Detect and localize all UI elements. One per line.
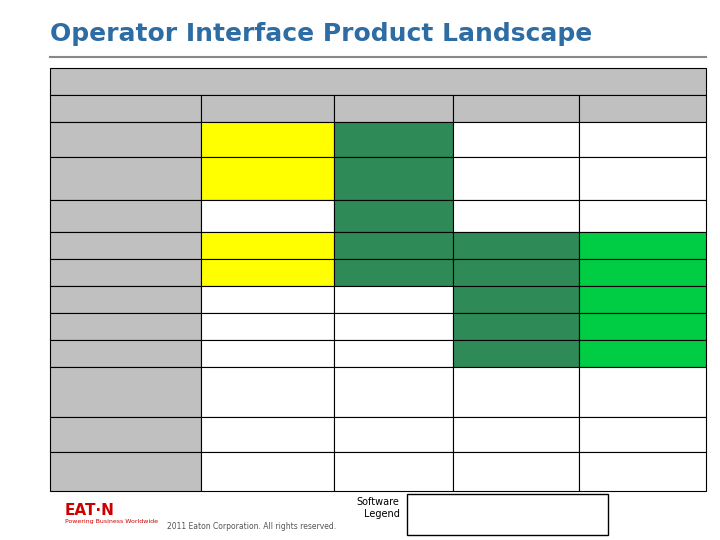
Text: Legend: Legend [364, 509, 400, 519]
Text: 6" Touchscreen: 6" Touchscreen [89, 174, 163, 184]
Text: Performance OEM: Performance OEM [472, 467, 560, 477]
Text: Color TFT: Color TFT [620, 321, 665, 331]
Text: Color TFT: Color TFT [371, 211, 416, 221]
Text: 2011 Eaton Corporation. All rights reserved.: 2011 Eaton Corporation. All rights reser… [168, 522, 336, 531]
Text: 8" Touchscreen: 8" Touchscreen [89, 240, 163, 250]
Text: Resistive Touch: Resistive Touch [605, 387, 680, 397]
Text: Target Application: Target Application [81, 467, 170, 477]
Text: Rugged OEM or
Industrial User: Rugged OEM or Industrial User [605, 461, 680, 482]
Text: Color TFT: Color TFT [371, 267, 416, 277]
Text: Blind Node (no display): Blind Node (no display) [68, 348, 182, 358]
Text: Canvas or Visual Designer: Canvas or Visual Designer [414, 521, 558, 531]
Text: Color TFT: Color TFT [493, 294, 539, 304]
Text: Color STN, Blue Mode,
Grey Scale
Color TFT: Color STN, Blue Mode, Grey Scale Color T… [213, 162, 321, 195]
Text: Infrared with Safety
Glass for rugged
applications: Infrared with Safety Glass for rugged ap… [468, 375, 564, 408]
Text: XV: XV [386, 103, 401, 113]
Text: Color TFT: Color TFT [244, 240, 290, 250]
Text: Operating System: Operating System [81, 429, 170, 439]
Text: Powering Business Worldwide: Powering Business Worldwide [65, 518, 158, 524]
Text: Color TFT: Color TFT [371, 174, 416, 184]
Text: Eaton OI Family Comparison: Eaton OI Family Comparison [279, 75, 477, 87]
Text: Operator Interface Product Landscape: Operator Interface Product Landscape [50, 22, 593, 45]
Text: Color TFT: Color TFT [493, 267, 539, 277]
Text: Touchscreen Technology: Touchscreen Technology [66, 387, 185, 397]
Text: HMi Soft: HMi Soft [414, 497, 462, 507]
Text: 15" Touchscreen: 15" Touchscreen [85, 321, 166, 331]
Text: Software: Software [356, 497, 400, 507]
Text: EAT·N: EAT·N [65, 503, 114, 518]
Text: Proprietary: Proprietary [240, 429, 294, 439]
Text: Color TFT: Color TFT [493, 321, 539, 331]
Text: Resistive Touch: Resistive Touch [356, 387, 431, 397]
Text: 10" Touchscreen: 10" Touchscreen [85, 267, 166, 277]
Text: XP: XP [509, 103, 523, 113]
Text: Color TFT: Color TFT [620, 267, 665, 277]
Text: Visual Designer: Visual Designer [414, 509, 500, 519]
Text: 7" Touchscreen
(widescreen): 7" Touchscreen (widescreen) [89, 205, 163, 227]
Text: HMi: HMi [256, 103, 278, 113]
Text: Color TFT: Color TFT [493, 240, 539, 250]
Text: Blue Mode
Color TFT: Blue Mode Color TFT [241, 129, 293, 150]
Text: N/A: N/A [508, 348, 525, 358]
Text: Color TFT: Color TFT [620, 240, 665, 250]
Text: Color TFT: Color TFT [371, 134, 416, 144]
Text: Color TFT: Color TFT [244, 267, 290, 277]
Text: Open for 3rd party
software: Open for 3rd party software [597, 423, 688, 445]
Text: N/A: N/A [634, 348, 651, 358]
Text: 4" Touchscreen: 4" Touchscreen [89, 134, 163, 144]
Text: 12" Touchscreen: 12" Touchscreen [85, 294, 166, 304]
Text: Midrange OEM: Midrange OEM [358, 467, 429, 477]
Text: e.Pro PS: e.Pro PS [619, 103, 665, 113]
Text: Resistive Touch with
Function Buttons: Resistive Touch with Function Buttons [217, 381, 317, 402]
Text: Color TFT: Color TFT [371, 240, 416, 250]
Text: Windows CE: Windows CE [364, 429, 423, 439]
Text: Open for 3rd party
software: Open for 3rd party software [471, 423, 562, 445]
Text: Low cost OEM: Low cost OEM [233, 467, 301, 477]
Text: Color TFT: Color TFT [620, 294, 665, 304]
